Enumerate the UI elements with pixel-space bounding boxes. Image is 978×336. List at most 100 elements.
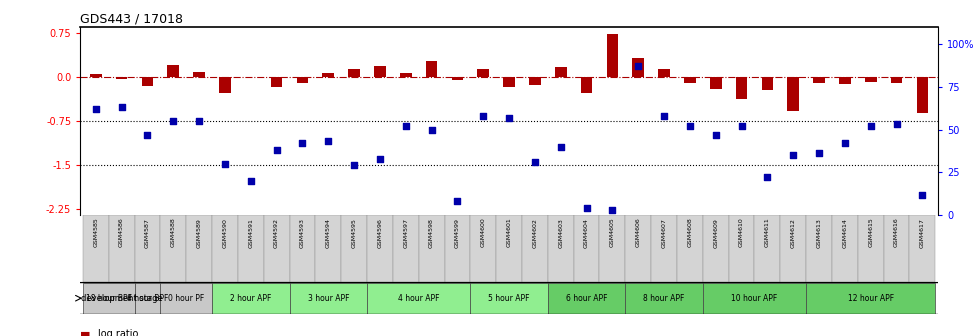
Bar [890,77,902,83]
Bar [142,77,154,86]
Bar [315,215,340,282]
Bar [709,77,721,89]
Text: GSM4613: GSM4613 [816,218,821,248]
Point [423,127,439,132]
Bar [813,77,824,83]
Point [191,118,206,124]
Point [784,153,800,158]
Text: log ratio: log ratio [98,329,138,336]
Bar [90,74,102,77]
Bar [109,215,134,282]
Text: GSM4592: GSM4592 [274,218,279,248]
Text: 18 hour BPF: 18 hour BPF [86,294,132,303]
Text: GSM4595: GSM4595 [351,218,356,248]
Point [372,156,387,161]
Text: GSM4591: GSM4591 [248,218,253,248]
Text: GSM4610: GSM4610 [738,218,743,248]
Bar [469,283,548,313]
Bar [805,283,934,313]
Bar [451,77,463,80]
Text: GSM4597: GSM4597 [403,218,408,248]
Bar [289,215,315,282]
Bar [657,69,669,77]
Text: GSM4587: GSM4587 [145,218,150,248]
Text: GSM4604: GSM4604 [584,218,589,248]
Bar [555,68,566,77]
Point [113,104,129,110]
Point [553,144,568,149]
Point [759,175,775,180]
Bar [735,77,746,99]
Text: GSM4594: GSM4594 [326,218,331,248]
Bar [193,72,204,77]
Bar [83,283,134,313]
Bar [367,283,469,313]
Text: GSM4616: GSM4616 [893,218,898,248]
Bar [857,215,883,282]
Bar [425,61,437,77]
Text: 2 hour APF: 2 hour APF [230,294,271,303]
Text: GSM4602: GSM4602 [532,218,537,248]
Text: development stage: development stage [81,294,162,303]
Point [88,106,104,112]
Bar [883,215,909,282]
Bar [677,215,702,282]
Bar [367,215,392,282]
Bar [263,215,289,282]
Point [811,151,826,156]
Bar [779,215,805,282]
Bar [580,77,592,93]
Bar [160,215,186,282]
Text: GSM4593: GSM4593 [299,218,304,248]
Point [165,118,181,124]
Point [836,140,852,146]
Bar [761,77,773,90]
Bar [322,73,333,77]
Text: 12 hour APF: 12 hour APF [847,294,893,303]
Text: 3 hour APF: 3 hour APF [307,294,348,303]
Bar [754,215,779,282]
Bar [289,283,367,313]
Point [397,123,413,129]
Bar [805,215,831,282]
Text: 6 hour APF: 6 hour APF [565,294,606,303]
Text: GSM4589: GSM4589 [197,218,201,248]
Point [475,113,491,119]
Bar [469,215,496,282]
Bar [419,215,444,282]
Text: 0 hour PF: 0 hour PF [168,294,204,303]
Text: GSM4586: GSM4586 [119,218,124,248]
Point [707,132,723,137]
Point [682,123,697,129]
Bar [548,283,625,313]
Text: GSM4600: GSM4600 [480,218,485,248]
Bar [186,215,212,282]
Text: GSM4598: GSM4598 [428,218,433,248]
Point [630,64,645,69]
Bar [573,215,599,282]
Bar [134,215,160,282]
Text: GSM4607: GSM4607 [661,218,666,248]
Text: GSM4601: GSM4601 [506,218,511,248]
Bar [864,77,875,82]
Text: GSM4617: GSM4617 [919,218,924,248]
Bar [786,77,798,111]
Bar [702,283,805,313]
Bar [219,77,231,93]
Point [320,139,335,144]
Bar [496,215,521,282]
Bar [728,215,754,282]
Bar [503,77,514,87]
Text: 5 hour APF: 5 hour APF [488,294,529,303]
Text: GSM4590: GSM4590 [222,218,227,248]
Point [243,178,258,183]
Text: GSM4606: GSM4606 [635,218,640,248]
Point [655,113,671,119]
Text: ■: ■ [80,331,91,336]
Text: GDS443 / 17018: GDS443 / 17018 [80,13,183,26]
Bar [521,215,548,282]
Bar [915,77,927,113]
Bar [134,283,160,313]
Text: 4 hour BPF: 4 hour BPF [126,294,168,303]
Point [578,206,594,211]
